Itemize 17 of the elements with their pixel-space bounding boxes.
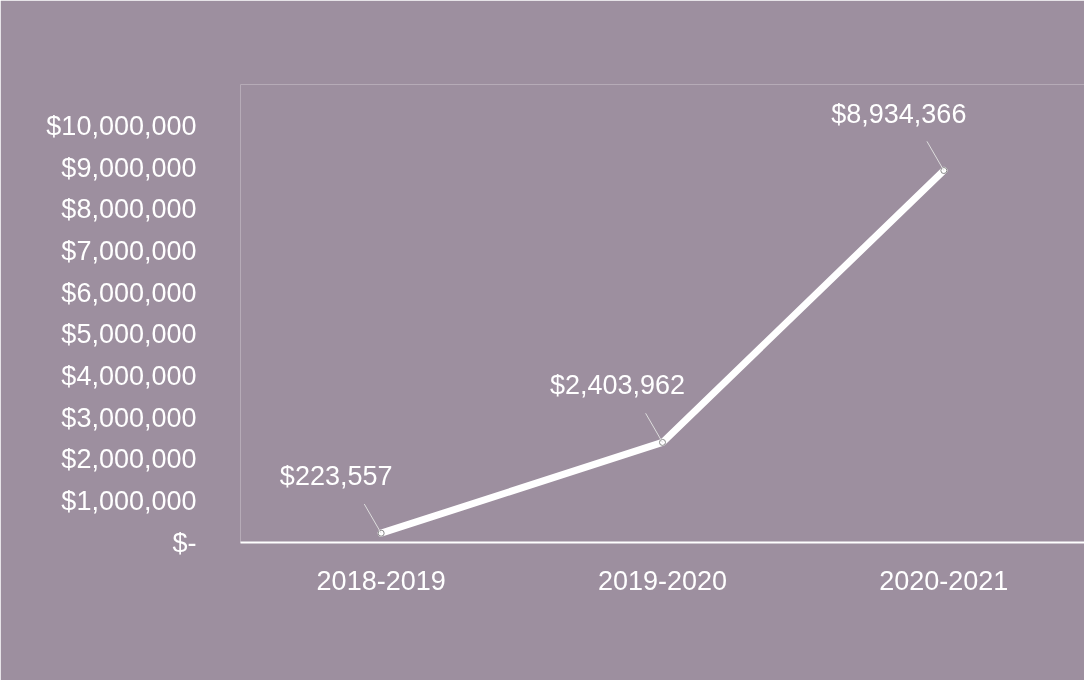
y-tick-label: $8,000,000: [61, 194, 197, 225]
y-tick-label: $5,000,000: [61, 319, 197, 350]
y-tick-label: $6,000,000: [61, 277, 197, 308]
data-label: $8,934,366: [831, 98, 967, 129]
y-tick-label: $9,000,000: [61, 152, 197, 183]
data-label: $2,403,962: [549, 370, 686, 401]
x-tick-label: 2018-2019: [316, 565, 446, 596]
data-label: $223,557: [279, 461, 393, 492]
y-tick-label: $-: [172, 527, 197, 558]
y-tick-label: $2,000,000: [61, 444, 197, 475]
y-tick-label: $10,000,000: [46, 111, 197, 142]
y-tick-label: $3,000,000: [61, 402, 197, 433]
y-tick-label: $7,000,000: [61, 236, 197, 267]
y-tick-label: $1,000,000: [61, 485, 197, 516]
x-tick-label: 2019-2020: [597, 565, 728, 596]
y-tick-label: $4,000,000: [61, 360, 197, 391]
x-tick-label: 2020-2021: [879, 565, 1009, 596]
